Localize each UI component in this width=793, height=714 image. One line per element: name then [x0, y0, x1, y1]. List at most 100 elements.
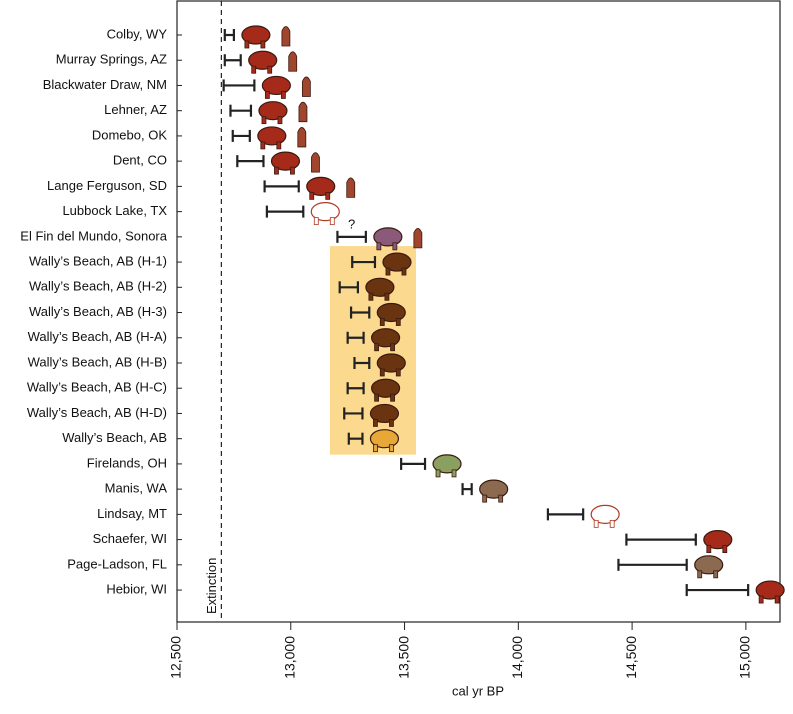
x-axis-label: cal yr BP — [452, 683, 504, 698]
animal-leg — [774, 595, 780, 604]
range-bar — [265, 205, 305, 218]
category-label: Wally’s Beach, AB (H-3) — [29, 304, 167, 319]
range-bar — [617, 558, 688, 571]
animal-leg — [280, 91, 286, 99]
animal-leg — [482, 494, 488, 503]
animal-leg — [373, 444, 378, 453]
projectile-point — [311, 152, 320, 173]
x-tick-label: 13,500 — [395, 636, 411, 679]
range-bar — [685, 584, 750, 597]
x-tick-label: 14,500 — [623, 636, 639, 679]
animal-icon — [370, 328, 401, 348]
animal-icon — [257, 126, 287, 146]
range-bar — [546, 508, 585, 521]
animal-leg — [276, 141, 282, 150]
animal-leg — [379, 368, 385, 377]
range-bar — [461, 483, 473, 496]
animal-icon — [382, 252, 412, 272]
x-tick-label: 15,000 — [737, 636, 753, 679]
animal-icon — [369, 429, 400, 449]
animal-icon — [703, 529, 733, 550]
animal-icon — [755, 580, 785, 600]
x-tick-label: 13,000 — [281, 636, 297, 679]
x-tick-label: 12,500 — [168, 636, 184, 679]
extinction-label: Extinction — [204, 558, 219, 614]
animal-icon — [694, 555, 724, 575]
category-label: Lange Ferguson, SD — [47, 178, 167, 193]
category-label: El Fin del Mundo, Sonora — [20, 228, 167, 243]
animal-icon — [310, 202, 340, 222]
category-label: Wally’s Beach, AB (H-B) — [28, 354, 167, 369]
range-bar — [231, 129, 251, 142]
range-bar — [353, 356, 371, 369]
range-bar — [351, 256, 377, 269]
range-bar — [229, 104, 253, 117]
animal-leg — [376, 242, 382, 251]
animal-leg — [389, 444, 394, 453]
category-label: Wally’s Beach, AB (H-D) — [27, 405, 167, 420]
category-label: Lindsay, MT — [97, 506, 167, 521]
animal-icon — [373, 227, 403, 247]
animal-leg — [374, 393, 379, 402]
animal-leg — [392, 242, 398, 251]
range-bar — [347, 432, 364, 445]
category-label: Firelands, OH — [87, 455, 167, 470]
range-bar — [236, 155, 265, 168]
animal-leg — [697, 570, 703, 579]
highlight-box — [330, 246, 416, 455]
animal-leg — [244, 40, 250, 49]
animal-leg — [267, 65, 273, 74]
projectile-point — [346, 177, 356, 198]
animal-leg — [593, 519, 599, 528]
range-bar — [343, 407, 364, 420]
animal-icon — [432, 454, 462, 474]
plot-frame — [176, 0, 781, 623]
animal-leg — [368, 292, 374, 301]
animal-leg — [264, 91, 270, 99]
animal-leg — [385, 267, 391, 276]
range-bar — [336, 230, 367, 243]
animal-leg — [390, 343, 395, 352]
animal-icon — [241, 25, 271, 45]
range-bar — [346, 382, 365, 395]
animal-icon — [365, 277, 395, 297]
range-bar — [338, 281, 359, 294]
range-bar — [263, 180, 300, 193]
animal-leg — [722, 545, 728, 553]
animal-icon — [258, 101, 288, 121]
animal-leg — [251, 65, 257, 74]
category-label: Page-Ladson, FL — [67, 556, 167, 571]
animal-leg — [325, 191, 331, 200]
animal-leg — [390, 393, 395, 402]
animal-icon — [376, 302, 406, 323]
category-label: Lubbock Lake, TX — [62, 203, 167, 218]
animal-leg — [379, 318, 385, 326]
animal-leg — [401, 267, 407, 276]
animal-icon — [590, 504, 620, 524]
animal-leg — [609, 519, 615, 528]
animal-icon — [370, 378, 401, 398]
animal-icon — [248, 50, 278, 70]
projectile-point — [288, 51, 298, 72]
animal-leg — [260, 40, 266, 49]
category-label: Colby, WY — [107, 26, 168, 41]
category-label: Dent, CO — [113, 153, 167, 168]
category-label: Wally’s Beach, AB (H-2) — [29, 279, 167, 294]
animal-icon — [376, 353, 406, 373]
annotation: ? — [348, 216, 355, 231]
animal-leg — [277, 116, 283, 125]
animal-leg — [395, 318, 401, 326]
animal-leg — [309, 191, 315, 200]
animal-leg — [384, 292, 390, 301]
category-label: Hebior, WI — [106, 581, 167, 596]
category-label: Murray Springs, AZ — [56, 52, 167, 67]
x-tick-label: 14,000 — [509, 636, 525, 679]
animal-leg — [290, 166, 295, 175]
projectile-point — [298, 101, 308, 123]
animal-icon — [306, 176, 336, 196]
animal-leg — [713, 570, 719, 579]
category-label: Blackwater Draw, NM — [43, 77, 167, 92]
animal-leg — [389, 419, 394, 427]
category-label: Wally’s Beach, AB — [62, 430, 167, 445]
